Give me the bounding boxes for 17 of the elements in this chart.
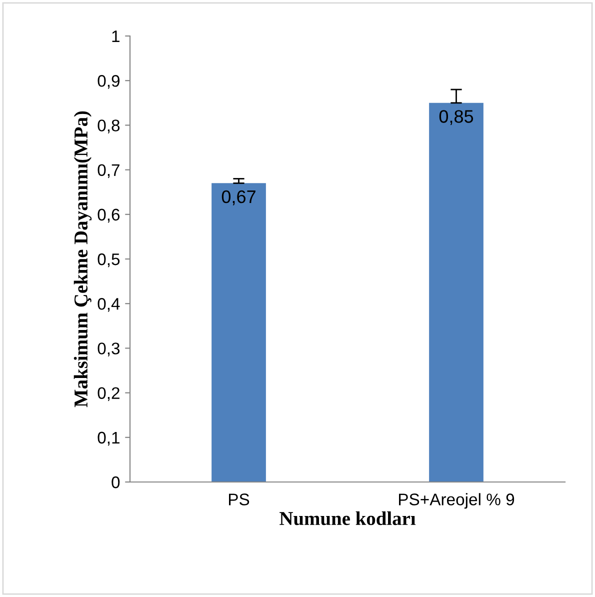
data-label: 0,85 <box>439 110 474 125</box>
y-axis-title: Maksimum Çekme Dayanımı(MPa) <box>74 111 92 408</box>
x-axis-title: Numune kodları <box>280 511 416 526</box>
y-tick-label: 0,3 <box>98 342 120 356</box>
y-tick-label: 0,6 <box>98 208 120 223</box>
y-tick-label: 0,2 <box>98 387 120 401</box>
data-label: 0,67 <box>222 190 256 206</box>
y-tick-label: 0,7 <box>98 164 120 178</box>
y-tick-label: 1 <box>112 30 120 42</box>
y-tick-label: 0,8 <box>98 120 120 134</box>
y-tick-label: 0,5 <box>98 253 120 268</box>
y-tick-label: 0,1 <box>98 432 120 446</box>
x-tick-label: PS <box>229 494 250 506</box>
y-tick-label: 0,9 <box>98 75 120 89</box>
y-tick-label: 0 <box>112 476 120 488</box>
x-tick-label: PS+Areojel % 9 <box>399 493 514 509</box>
y-tick-label: 0,4 <box>98 298 120 312</box>
